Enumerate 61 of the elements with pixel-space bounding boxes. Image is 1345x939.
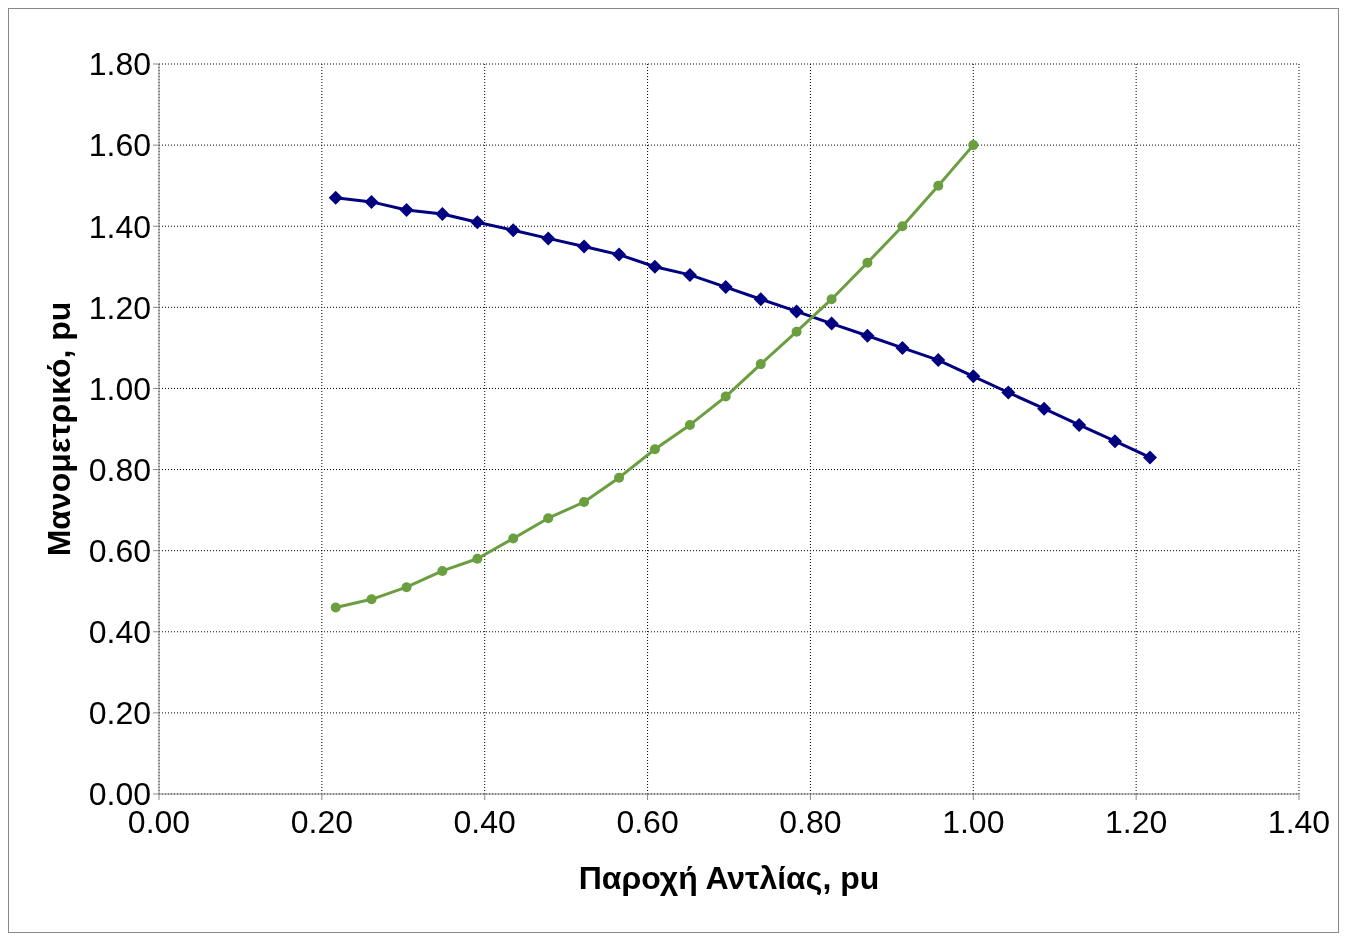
point <box>472 553 483 564</box>
point <box>401 582 412 593</box>
y-tick-label: 1.20 <box>88 289 151 326</box>
point <box>931 353 946 368</box>
point <box>791 326 802 337</box>
point <box>718 280 733 295</box>
point <box>579 497 590 507</box>
point <box>1001 385 1016 400</box>
y-tick-label: 1.40 <box>88 208 151 245</box>
x-tick-label: 1.40 <box>1267 803 1331 840</box>
point <box>647 259 662 274</box>
point <box>328 190 343 205</box>
y-tick-label: 0.60 <box>88 533 151 570</box>
point <box>612 247 627 262</box>
y-tick-label: 0.40 <box>88 614 151 651</box>
point <box>682 267 697 282</box>
point <box>614 472 625 483</box>
point <box>1142 450 1157 465</box>
point <box>824 316 839 331</box>
y-tick-label: 0.80 <box>88 451 151 488</box>
x-tick-label: 0.20 <box>290 803 353 840</box>
x-axis-title: Παροχή Αντλίας, pu <box>578 860 880 896</box>
point <box>933 180 944 191</box>
point <box>399 203 414 217</box>
x-tick-label: 0.60 <box>616 803 679 840</box>
x-tick-label: 0.80 <box>779 803 842 840</box>
point <box>968 140 979 151</box>
point <box>543 513 554 524</box>
point <box>364 194 379 209</box>
x-tick-label: 1.00 <box>942 803 1005 840</box>
point <box>1072 417 1087 432</box>
y-axis-title: Μανομετρικό, pu <box>41 301 78 557</box>
point <box>895 340 910 355</box>
point <box>470 215 485 230</box>
point <box>577 239 592 254</box>
y-tick-label: 1.00 <box>88 370 151 407</box>
point <box>826 294 837 305</box>
point <box>684 419 695 430</box>
y-tick-label: 1.80 <box>88 46 151 83</box>
point <box>435 207 450 222</box>
point <box>755 359 766 370</box>
y-tick-label: 0.20 <box>88 695 151 732</box>
point <box>437 565 448 576</box>
y-tick-label: 1.60 <box>88 127 151 164</box>
point <box>330 602 341 613</box>
point <box>966 369 981 384</box>
point <box>508 533 519 544</box>
point <box>862 257 873 268</box>
point <box>541 231 556 246</box>
point <box>789 304 804 319</box>
point <box>753 292 768 307</box>
point <box>720 391 731 402</box>
point <box>1037 401 1052 416</box>
point <box>897 221 908 232</box>
point <box>860 328 875 343</box>
point <box>1107 434 1122 449</box>
point <box>366 594 377 605</box>
x-tick-label: 0.40 <box>453 803 516 840</box>
x-tick-label: 1.20 <box>1105 803 1168 840</box>
point <box>506 223 521 238</box>
point <box>649 444 660 455</box>
